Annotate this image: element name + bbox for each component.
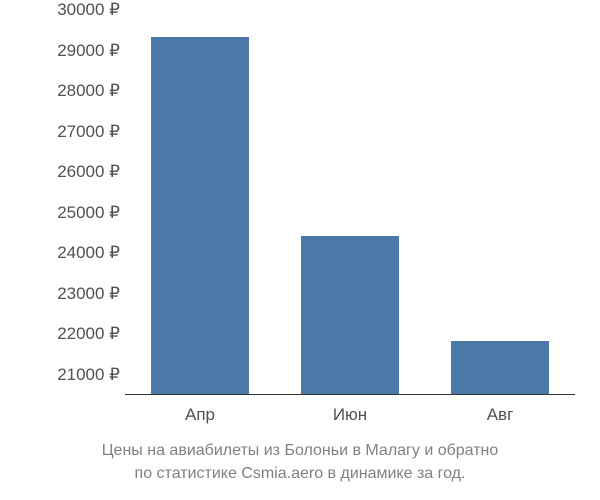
y-tick-label: 25000 ₽ — [57, 203, 120, 223]
y-tick-label: 22000 ₽ — [57, 324, 120, 344]
y-tick-label: 23000 ₽ — [57, 284, 120, 304]
y-tick-label: 21000 ₽ — [57, 365, 120, 385]
bar — [151, 37, 249, 394]
chart-caption: Цены на авиабилеты из Болоньи в Малагу и… — [0, 440, 600, 485]
bar — [451, 341, 549, 394]
y-tick-label: 26000 ₽ — [57, 162, 120, 182]
x-tick-label: Июн — [333, 405, 367, 425]
y-tick-label: 27000 ₽ — [57, 122, 120, 142]
bar — [301, 236, 399, 394]
y-tick-label: 30000 ₽ — [57, 0, 120, 20]
y-tick-label: 29000 ₽ — [57, 41, 120, 61]
plot-area — [125, 10, 575, 395]
x-tick-label: Апр — [185, 405, 215, 425]
chart-container: 21000 ₽ 22000 ₽ 23000 ₽ 24000 ₽ 25000 ₽ 26000… — [20, 10, 580, 430]
y-tick-label: 28000 ₽ — [57, 81, 120, 101]
y-tick-label: 24000 ₽ — [57, 243, 120, 263]
caption-line-1: Цены на авиабилеты из Болоньи в Малагу и… — [102, 442, 499, 459]
caption-line-2: по статистике Csmia.aero в динамике за г… — [135, 465, 466, 482]
y-axis: 21000 ₽ 22000 ₽ 23000 ₽ 24000 ₽ 25000 ₽ 26000… — [20, 10, 120, 430]
x-tick-label: Авг — [487, 405, 514, 425]
